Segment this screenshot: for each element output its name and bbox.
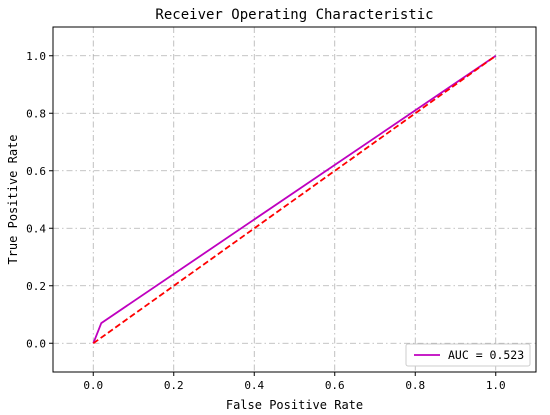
series-line-1 [92,55,497,345]
ticks: 0.0 0.2 0.4 0.6 0.8 1.0 0.0 0.2 0.4 0.6 0.8 1.0 [26,50,506,392]
chart-title: Receiver Operating Characteristic [155,7,433,23]
x-tick-label: 1.0 [486,379,506,392]
series-line-0 [92,55,497,344]
x-tick-label: 0.2 [164,379,184,392]
y-tick-label: 0.4 [26,222,46,235]
x-tick-label: 0.8 [405,379,425,392]
series-layer [92,55,497,345]
x-axis-title: False Positive Rate [226,398,363,412]
y-tick-label: 0.2 [26,280,46,293]
legend: AUC = 0.523 [405,343,531,367]
y-tick-label: 0.6 [26,165,46,178]
x-tick-label: 0.6 [325,379,345,392]
y-axis-title: True Positive Rate [6,134,20,264]
x-tick-label: 0.4 [244,379,264,392]
plot-frame [52,26,537,373]
y-tick-label: 1.0 [26,50,46,63]
y-tick-label: 0.0 [26,337,46,350]
x-tick-label: 0.0 [83,379,103,392]
legend-label: AUC = 0.523 [448,348,524,362]
y-tick-label: 0.8 [26,107,46,120]
legend-box [405,343,531,367]
grid [53,27,536,372]
